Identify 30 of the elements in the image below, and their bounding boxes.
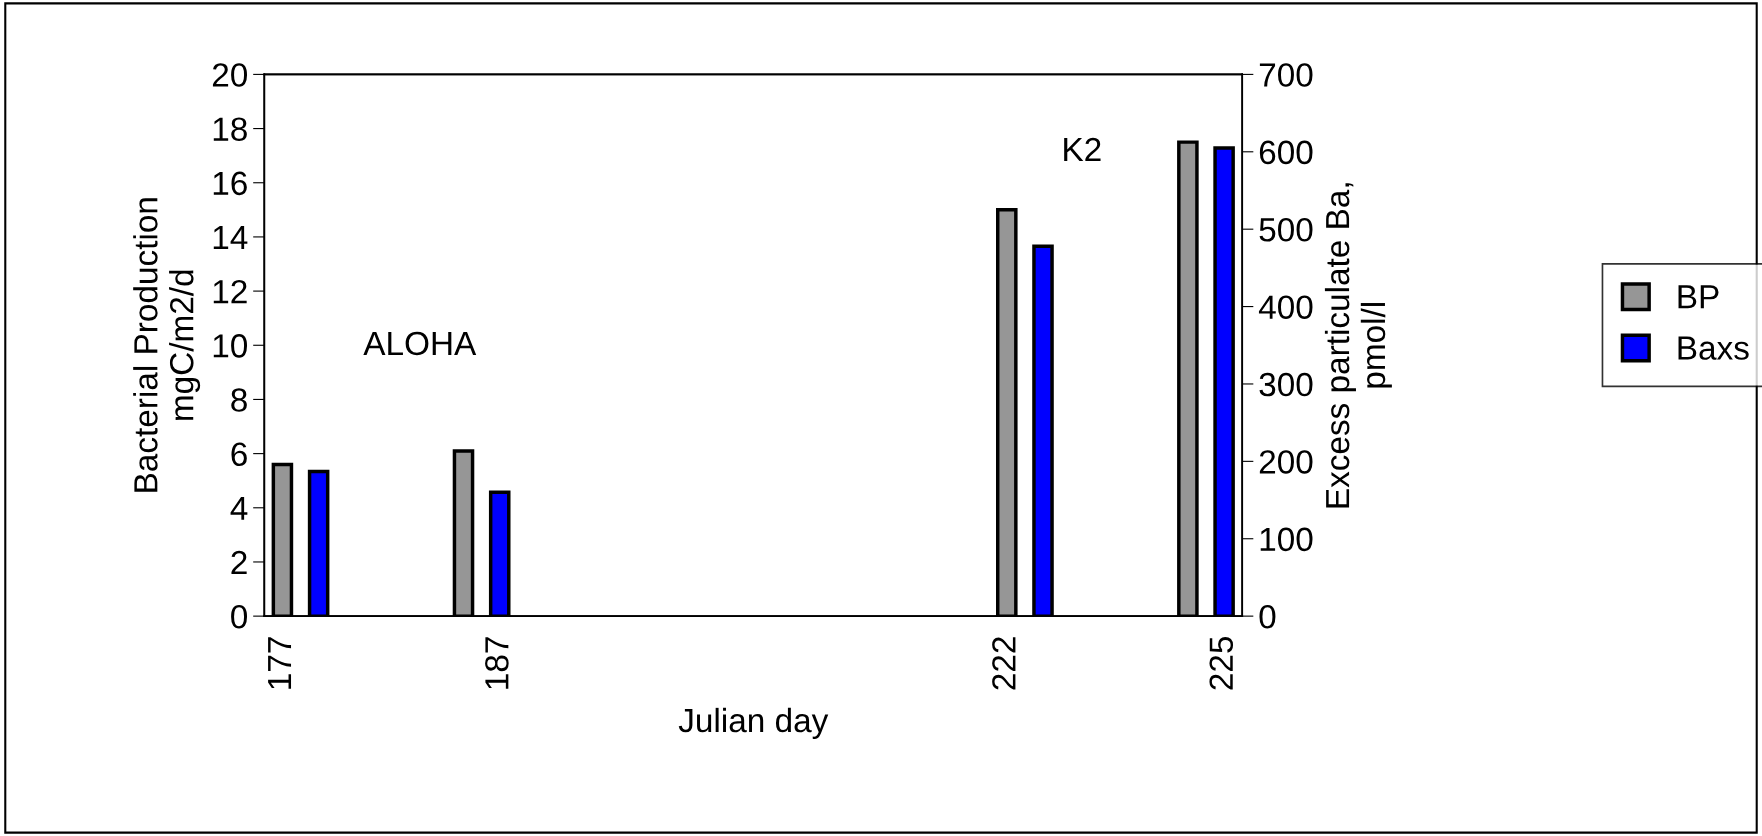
legend-label: BP [1678,285,1719,309]
x-tick-label: 222 [992,637,1016,690]
legend-label: Baxs [1678,336,1749,360]
y-tick-label: 10 [213,334,248,358]
y-tick-label: 18 [213,117,247,141]
y-tick-label: 8 [231,388,247,412]
y-tick-label: 16 [213,171,247,196]
y2-axis-title: Excess particulate Ba, pmol/l [1324,183,1392,508]
y-axis-title: Bacterial Production mgC/m2/d [133,198,201,492]
y-tick-label: 4 [230,496,248,520]
annotation: ALOHA [363,331,477,356]
x-tick-label: 225 [1209,636,1234,690]
y-tick-label: 20 [212,63,248,87]
y-tick-label: 12 [213,279,247,304]
y-tick-label: 2 [231,550,247,575]
y2-tick-label: 600 [1259,140,1313,165]
y2-tick-label: 300 [1259,372,1313,397]
y2-tick-label: 100 [1260,527,1313,552]
y2-tick-label: 700 [1259,63,1313,87]
x-axis-title: Julian day [678,707,829,739]
annotation: K2 [1064,137,1101,162]
y-tick-label: 14 [213,226,248,249]
y2-tick-label: 400 [1258,295,1313,319]
y-tick-label: 0 [231,604,248,629]
x-tick-label: 187 [485,637,509,689]
x-tick-label: 177 [268,637,292,689]
y2-tick-label: 0 [1259,604,1276,629]
y2-tick-label: 200 [1259,450,1313,474]
y2-tick-label: 500 [1259,217,1313,242]
y-tick-label: 6 [231,442,247,467]
